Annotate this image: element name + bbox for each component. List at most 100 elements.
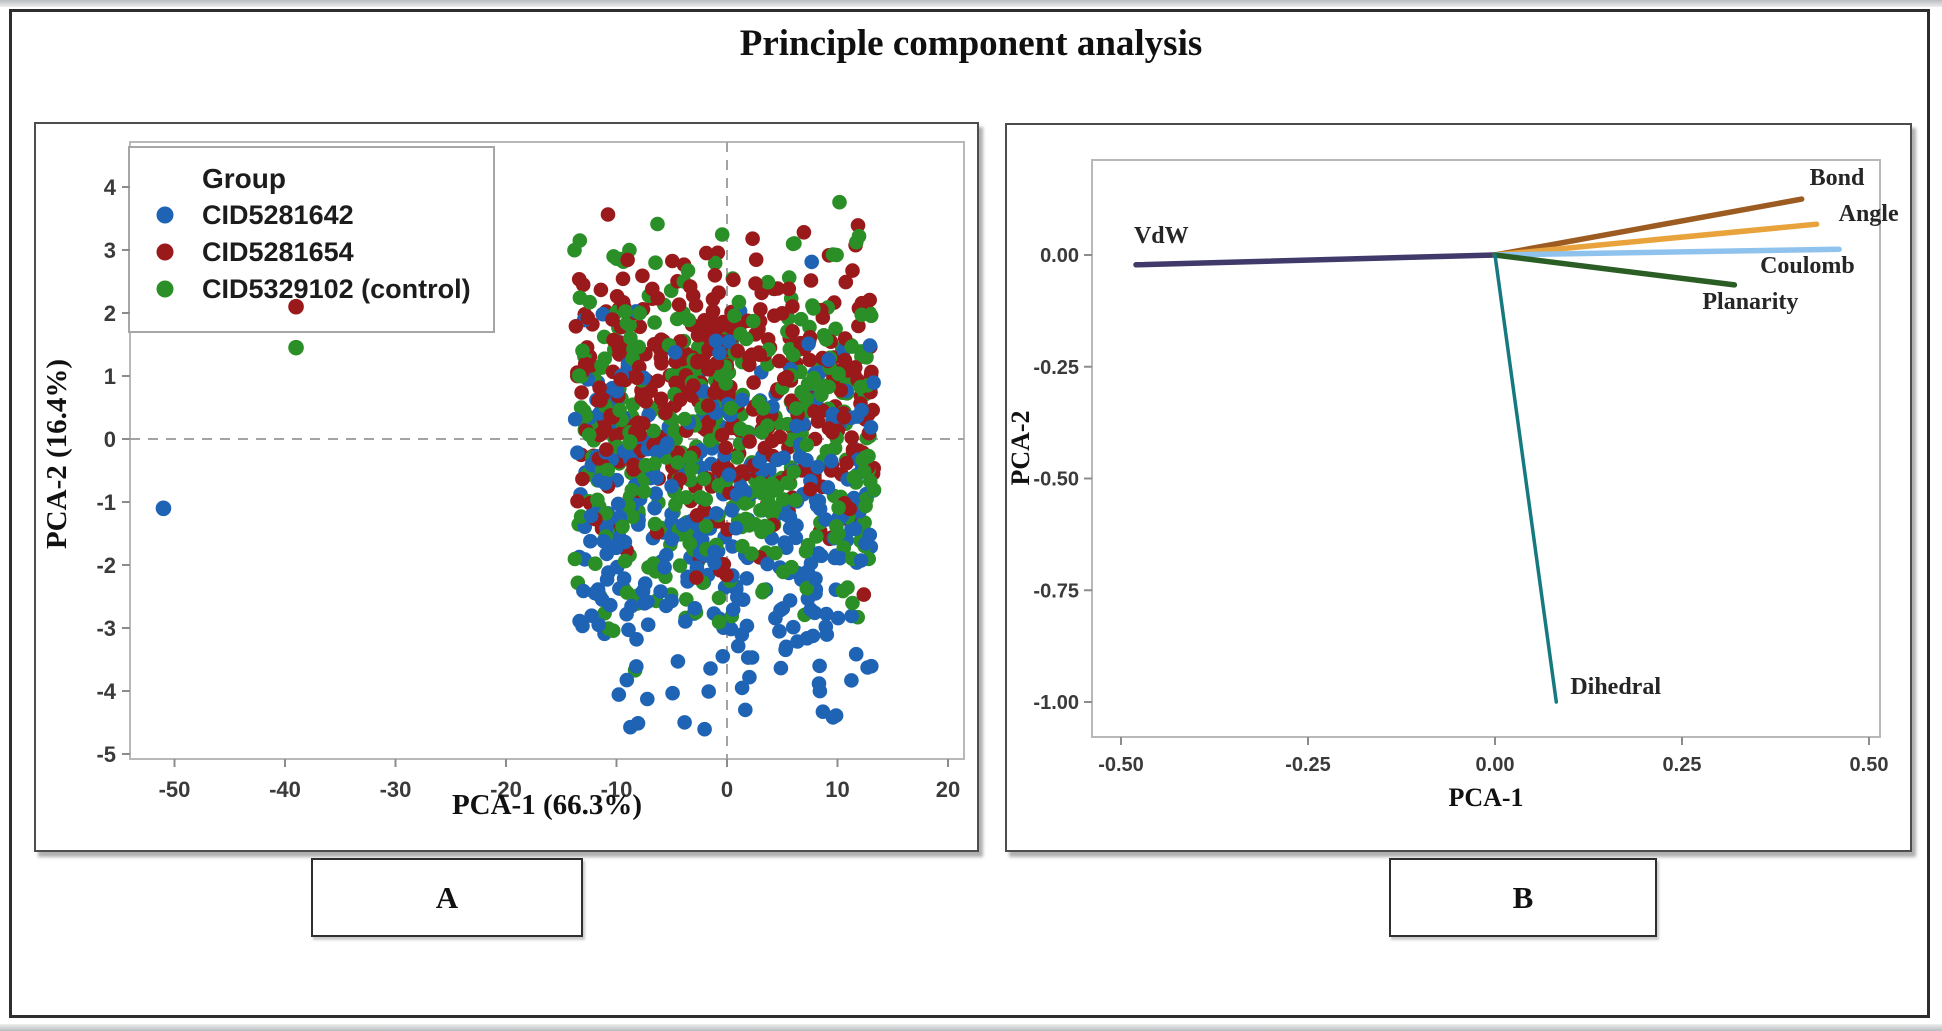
- loading-vector-dihedral: [1493, 253, 1559, 704]
- data-point: [707, 555, 722, 571]
- data-point: [705, 304, 721, 319]
- data-point: [600, 207, 616, 222]
- data-point: [785, 299, 800, 314]
- loading-vector-planarity: [1492, 252, 1738, 288]
- data-point: [612, 402, 627, 418]
- data-point: [701, 362, 716, 377]
- data-point: [748, 252, 764, 267]
- data-point: [623, 719, 638, 735]
- data-point: [760, 418, 775, 434]
- data-point: [646, 423, 661, 439]
- loading-vector-chart: VdW Bond Angle Coulomb Planarity Dihedral -0.…: [1007, 159, 1899, 812]
- data-point: [825, 425, 840, 440]
- data-point: [776, 492, 791, 507]
- data-point: [572, 233, 588, 248]
- chart-text: -0.50: [1098, 754, 1144, 776]
- data-point: [618, 304, 633, 319]
- data-point: [665, 253, 680, 269]
- data-point: [668, 375, 683, 391]
- data-point: [647, 315, 662, 330]
- data-point: [649, 470, 664, 486]
- panel-a-letter: A: [435, 879, 459, 915]
- y-axis-title: PCA-2 (16.4%): [41, 359, 73, 549]
- chart-text: -40: [269, 777, 301, 802]
- data-point: [838, 274, 854, 290]
- data-point: [740, 650, 756, 665]
- data-point: [727, 308, 742, 324]
- data-point: [739, 571, 755, 586]
- chart-text: 2: [104, 301, 116, 326]
- data-point: [734, 627, 750, 642]
- data-point: [571, 368, 587, 383]
- data-point: [580, 310, 596, 325]
- data-point: [636, 484, 652, 499]
- data-point: [790, 634, 805, 649]
- chart-text: 0.00: [1476, 754, 1515, 776]
- chart-text: 0.00: [1040, 245, 1079, 267]
- data-point: [647, 516, 663, 532]
- loading-label-coulomb: Coulomb: [1760, 253, 1855, 279]
- panel-b-letter: B: [1512, 879, 1534, 915]
- data-point: [802, 352, 817, 368]
- data-point: [606, 249, 621, 264]
- data-point: [800, 565, 816, 581]
- data-point: [659, 547, 674, 563]
- data-point: [672, 558, 688, 573]
- data-point: [751, 394, 766, 410]
- data-point: [599, 572, 615, 587]
- data-point: [860, 660, 875, 675]
- data-point: [810, 459, 825, 475]
- chart-text: -0.75: [1033, 580, 1079, 602]
- data-point: [697, 721, 712, 737]
- data-point: [724, 503, 739, 518]
- legend-label: CID5281654: [202, 237, 354, 267]
- data-point: [742, 669, 757, 685]
- data-point: [600, 462, 615, 478]
- data-point: [640, 691, 655, 707]
- chart-text: -2: [96, 553, 116, 578]
- data-point: [677, 411, 692, 427]
- data-point: [851, 228, 867, 244]
- data-point: [670, 654, 686, 669]
- legend-marker: [156, 243, 174, 261]
- data-point: [650, 373, 666, 389]
- data-point: [703, 661, 718, 676]
- data-point: [617, 553, 633, 569]
- data-point: [590, 492, 605, 508]
- data-point: [803, 481, 818, 497]
- data-point: [760, 556, 775, 572]
- chart-text: 0: [104, 427, 116, 452]
- data-point: [773, 660, 789, 676]
- data-point: [805, 628, 821, 644]
- data-point: [728, 520, 744, 536]
- data-point: [648, 255, 663, 270]
- data-point: [829, 519, 844, 534]
- data-point: [804, 254, 819, 270]
- data-point: [828, 530, 843, 545]
- data-point: [575, 471, 590, 487]
- data-point: [807, 404, 822, 419]
- y-axis-title: PCA-2: [1007, 410, 1035, 485]
- data-point: [696, 471, 712, 487]
- data-point: [705, 292, 721, 307]
- data-point: [700, 398, 716, 413]
- data-point: [765, 477, 780, 492]
- scatter-points: [155, 194, 882, 737]
- data-point: [779, 369, 795, 385]
- data-point: [710, 461, 726, 477]
- data-point: [836, 410, 852, 425]
- data-point: [683, 450, 698, 466]
- data-point: [594, 358, 609, 373]
- data-point: [707, 385, 722, 401]
- data-point: [753, 302, 768, 317]
- loading-label-bond: Bond: [1810, 165, 1865, 191]
- data-point: [615, 271, 631, 287]
- data-point: [853, 379, 868, 395]
- data-point: [640, 617, 656, 632]
- data-point: [581, 427, 597, 443]
- data-point: [635, 268, 650, 284]
- data-point: [824, 453, 839, 469]
- data-point: [828, 321, 843, 337]
